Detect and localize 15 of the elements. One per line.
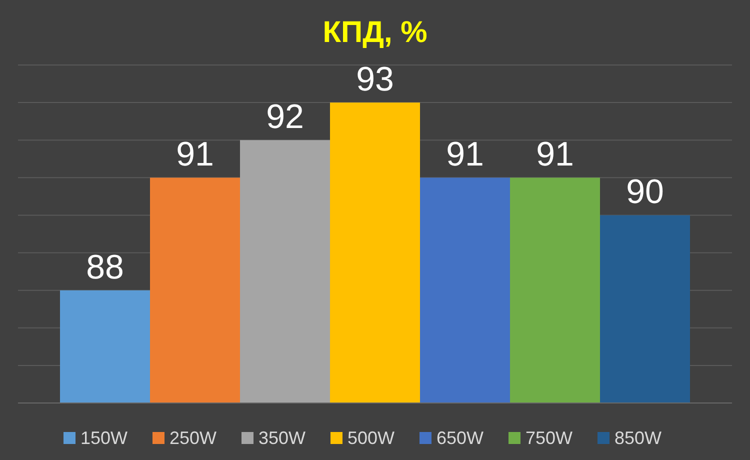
legend-label: 750W: [526, 428, 573, 448]
legend-label: 850W: [614, 428, 662, 448]
data-label: 91: [176, 136, 214, 174]
legend-label: 500W: [348, 428, 395, 448]
data-label: 91: [446, 136, 484, 174]
data-label: 92: [266, 98, 304, 136]
data-label: 91: [536, 136, 574, 174]
chart-title: КПД, %: [322, 16, 428, 49]
data-label: 93: [356, 60, 394, 99]
legend-label: 250W: [170, 428, 217, 448]
legend-label: 150W: [80, 428, 128, 448]
data-label: 90: [626, 173, 664, 212]
legend-label: 650W: [436, 428, 484, 448]
data-label: 88: [86, 248, 124, 286]
legend-label: 350W: [258, 428, 306, 448]
